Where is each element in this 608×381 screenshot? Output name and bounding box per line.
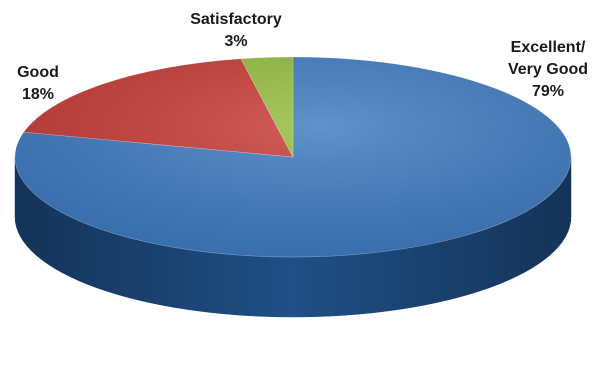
pie-slice-name-label: Satisfactory <box>190 11 282 28</box>
pie-tops <box>14 56 572 258</box>
pie-slice-value-label: 18% <box>22 86 54 103</box>
pie-top-sheen <box>15 57 571 257</box>
pie-slice-label-1: Good 18% <box>17 64 59 103</box>
pie-slice-name-label: Good <box>17 64 59 81</box>
pie-slice-value-label: 3% <box>224 33 247 50</box>
pie-slice-label-0: Excellent/Very Good 79% <box>508 39 588 100</box>
pie-slice-name-label: Excellent/ <box>511 39 586 56</box>
pie-slice-name-label: Very Good <box>508 61 588 78</box>
pie-slice-side-shade-0-0 <box>15 157 571 317</box>
pie-slice-value-label: 79% <box>532 83 564 100</box>
pie-slice-label-2: Satisfactory 3% <box>190 11 282 50</box>
pie-labels: Excellent/Very Good 79% Good 18% Satisfactor… <box>17 11 588 103</box>
